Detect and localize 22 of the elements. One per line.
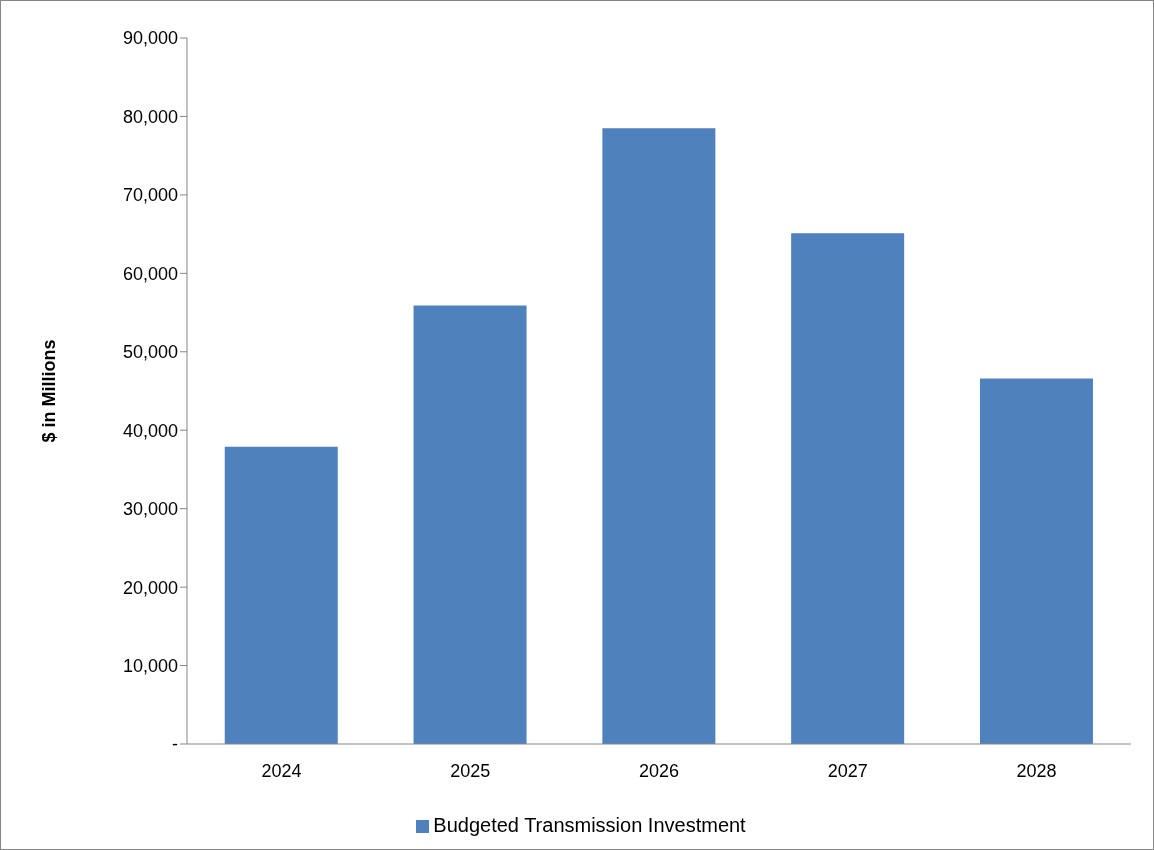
y-tick-label: 50,000 bbox=[122, 342, 178, 363]
y-tick-label: 20,000 bbox=[122, 577, 178, 598]
bar bbox=[224, 446, 338, 744]
y-tick-label: 40,000 bbox=[122, 420, 178, 441]
x-tick-label: 2028 bbox=[1016, 760, 1057, 781]
x-tick-label: 2024 bbox=[261, 760, 302, 781]
bar bbox=[413, 305, 527, 744]
y-axis-title: $ in Millions bbox=[39, 339, 60, 443]
x-tick-label: 2027 bbox=[827, 760, 868, 781]
bar bbox=[602, 128, 716, 744]
bar bbox=[979, 378, 1093, 744]
y-tick-label: 10,000 bbox=[122, 655, 178, 676]
x-tick-label: 2026 bbox=[638, 760, 680, 781]
y-tick-label: 70,000 bbox=[122, 185, 178, 206]
bar bbox=[791, 233, 905, 744]
x-tick-label: 2025 bbox=[450, 760, 491, 781]
y-tick-label: - bbox=[172, 734, 178, 755]
y-tick-label: 60,000 bbox=[122, 263, 178, 284]
y-tick-label: 30,000 bbox=[122, 499, 178, 520]
y-tick-label: 80,000 bbox=[122, 106, 178, 127]
legend-label: Budgeted Transmission Investment bbox=[433, 814, 746, 836]
y-tick-label: 90,000 bbox=[122, 28, 178, 49]
